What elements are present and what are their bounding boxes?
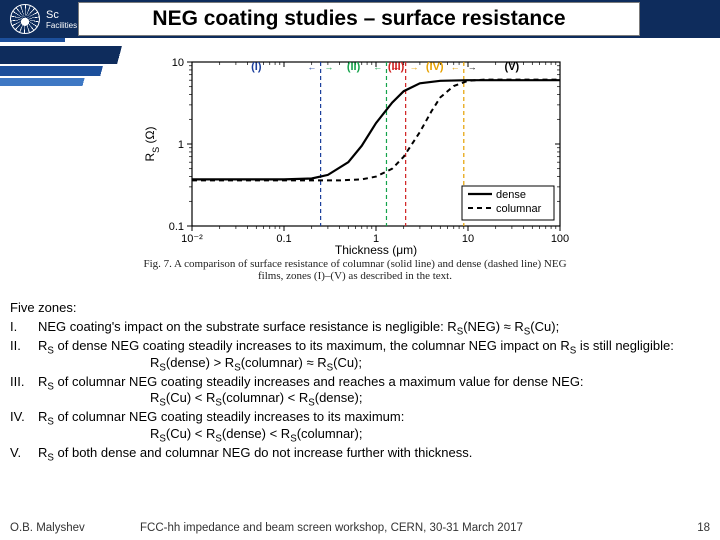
chart: 10⁻²0.11101000.1110Thickness (μm)RS (Ω)(… bbox=[140, 50, 570, 290]
title-box: NEG coating studies – surface resistance bbox=[78, 2, 640, 36]
svg-text:100: 100 bbox=[551, 233, 569, 245]
zone-number: II. bbox=[10, 338, 38, 372]
chart-svg: 10⁻²0.11101000.1110Thickness (μm)RS (Ω)(… bbox=[140, 50, 570, 260]
footer: O.B. Malyshev FCC-hh impedance and beam … bbox=[10, 522, 710, 534]
zone-list: I.NEG coating's impact on the substrate … bbox=[10, 319, 710, 462]
logo-sun-icon bbox=[10, 4, 40, 34]
zone-content: RS of columnar NEG coating steadily incr… bbox=[38, 374, 710, 408]
zone-item: II.RS of dense NEG coating steadily incr… bbox=[10, 338, 710, 372]
page-title: NEG coating studies – surface resistance bbox=[152, 7, 565, 31]
footer-page: 18 bbox=[697, 522, 710, 534]
svg-text:(IV): (IV) bbox=[426, 61, 444, 73]
svg-text:10: 10 bbox=[172, 57, 184, 69]
svg-text:RS (Ω): RS (Ω) bbox=[143, 127, 161, 162]
header-accent bbox=[0, 38, 65, 42]
zone-number: I. bbox=[10, 319, 38, 336]
svg-text:(II): (II) bbox=[347, 61, 361, 73]
svg-text:0.1: 0.1 bbox=[169, 221, 184, 233]
zones-heading: Five zones: bbox=[10, 300, 710, 317]
zone-number: IV. bbox=[10, 409, 38, 443]
zone-item: III.RS of columnar NEG coating steadily … bbox=[10, 374, 710, 408]
svg-text:columnar: columnar bbox=[496, 203, 542, 215]
svg-text:1: 1 bbox=[178, 139, 184, 151]
svg-text:←: ← bbox=[392, 62, 401, 72]
svg-text:0.1: 0.1 bbox=[276, 233, 291, 245]
slide: Sc Facilities Council NEG coating studie… bbox=[0, 0, 720, 540]
header: Sc Facilities Council NEG coating studie… bbox=[0, 0, 720, 42]
svg-text:→: → bbox=[468, 62, 477, 72]
svg-text:→: → bbox=[324, 62, 333, 72]
figure-caption: Fig. 7. A comparison of surface resistan… bbox=[140, 258, 570, 282]
svg-text:dense: dense bbox=[496, 189, 526, 201]
zone-content: RS of columnar NEG coating steadily incr… bbox=[38, 409, 710, 443]
footer-venue: FCC-hh impedance and beam screen worksho… bbox=[140, 522, 523, 534]
svg-text:10⁻²: 10⁻² bbox=[181, 233, 203, 245]
zone-content: RS of dense NEG coating steadily increas… bbox=[38, 338, 710, 372]
svg-text:10: 10 bbox=[462, 233, 474, 245]
body-text: Five zones: I.NEG coating's impact on th… bbox=[10, 300, 710, 464]
svg-text:→: → bbox=[409, 62, 418, 72]
zone-number: III. bbox=[10, 374, 38, 408]
svg-text:(V): (V) bbox=[505, 61, 520, 73]
svg-text:←: ← bbox=[451, 62, 460, 72]
svg-text:←: ← bbox=[307, 62, 316, 72]
svg-text:←: ← bbox=[373, 62, 382, 72]
zone-number: V. bbox=[10, 445, 38, 462]
svg-text:Thickness (μm): Thickness (μm) bbox=[335, 243, 417, 257]
zone-content: NEG coating's impact on the substrate su… bbox=[38, 319, 710, 336]
svg-text:(I): (I) bbox=[251, 61, 262, 73]
zone-item: V.RS of both dense and columnar NEG do n… bbox=[10, 445, 710, 462]
zone-content: RS of both dense and columnar NEG do not… bbox=[38, 445, 710, 462]
footer-author: O.B. Malyshev bbox=[10, 522, 85, 534]
zone-item: IV.RS of columnar NEG coating steadily i… bbox=[10, 409, 710, 443]
zone-item: I.NEG coating's impact on the substrate … bbox=[10, 319, 710, 336]
